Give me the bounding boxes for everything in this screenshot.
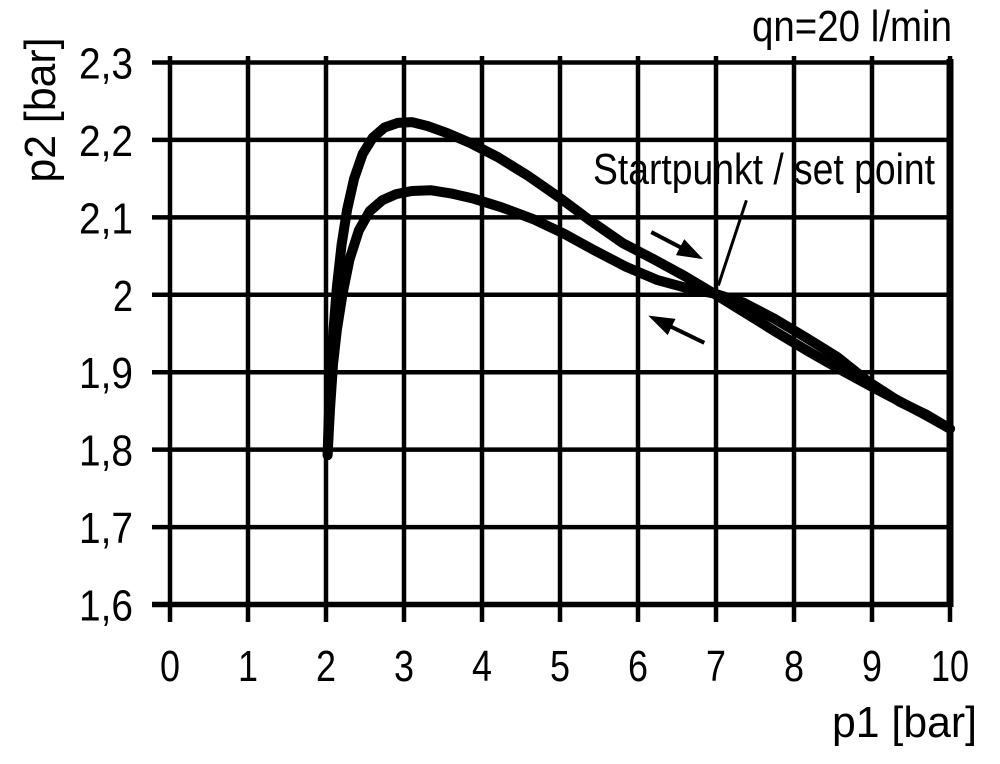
curve-return-branch	[322, 185, 955, 461]
x-tick-label-10: 10	[931, 642, 969, 691]
y-tick-label-1,6: 1,6	[79, 582, 133, 631]
x-tick-label-9: 9	[862, 642, 882, 691]
x-tick-label-3: 3	[394, 642, 414, 691]
x-tick-label-8: 8	[784, 642, 804, 691]
flow-rate-note: qn=20 l/min	[752, 2, 952, 51]
annotation-lines	[648, 199, 748, 345]
y-tick-label-2,1: 2,1	[79, 194, 133, 243]
forward-direction-arrow-icon	[650, 230, 704, 260]
axis-tick-labels: 0 1 2 3 4 5 6 7 8 9 10 2,3 2,2 2,1 2 1,9 1,8 1,7 1,6	[79, 40, 969, 692]
grid-path	[152, 56, 953, 622]
x-tick-label-6: 6	[628, 642, 648, 691]
set-point-leader-line	[716, 199, 748, 286]
y-tick-label-2,3: 2,3	[79, 40, 133, 89]
x-tick-label-4: 4	[472, 642, 492, 691]
x-tick-label-2: 2	[316, 642, 336, 691]
y-axis-label: p2 [bar]	[16, 38, 65, 183]
y-tick-label-1,7: 1,7	[79, 504, 133, 553]
y-tick-label-2: 2	[113, 272, 133, 321]
x-axis-label: p1 [bar]	[832, 698, 977, 747]
set-point-annotation-label: Startpunkt / set point	[593, 145, 935, 194]
x-tick-label-0: 0	[160, 642, 180, 691]
y-tick-label-1,8: 1,8	[79, 427, 133, 476]
grid-lines	[152, 56, 954, 622]
return-direction-arrow-icon	[648, 315, 706, 345]
y-tick-label-2,2: 2,2	[79, 117, 133, 166]
curve-forward-branch	[322, 117, 955, 461]
x-tick-label-5: 5	[550, 642, 570, 691]
x-tick-label-1: 1	[238, 642, 258, 691]
y-tick-label-1,9: 1,9	[79, 349, 133, 398]
x-tick-label-7: 7	[706, 642, 726, 691]
